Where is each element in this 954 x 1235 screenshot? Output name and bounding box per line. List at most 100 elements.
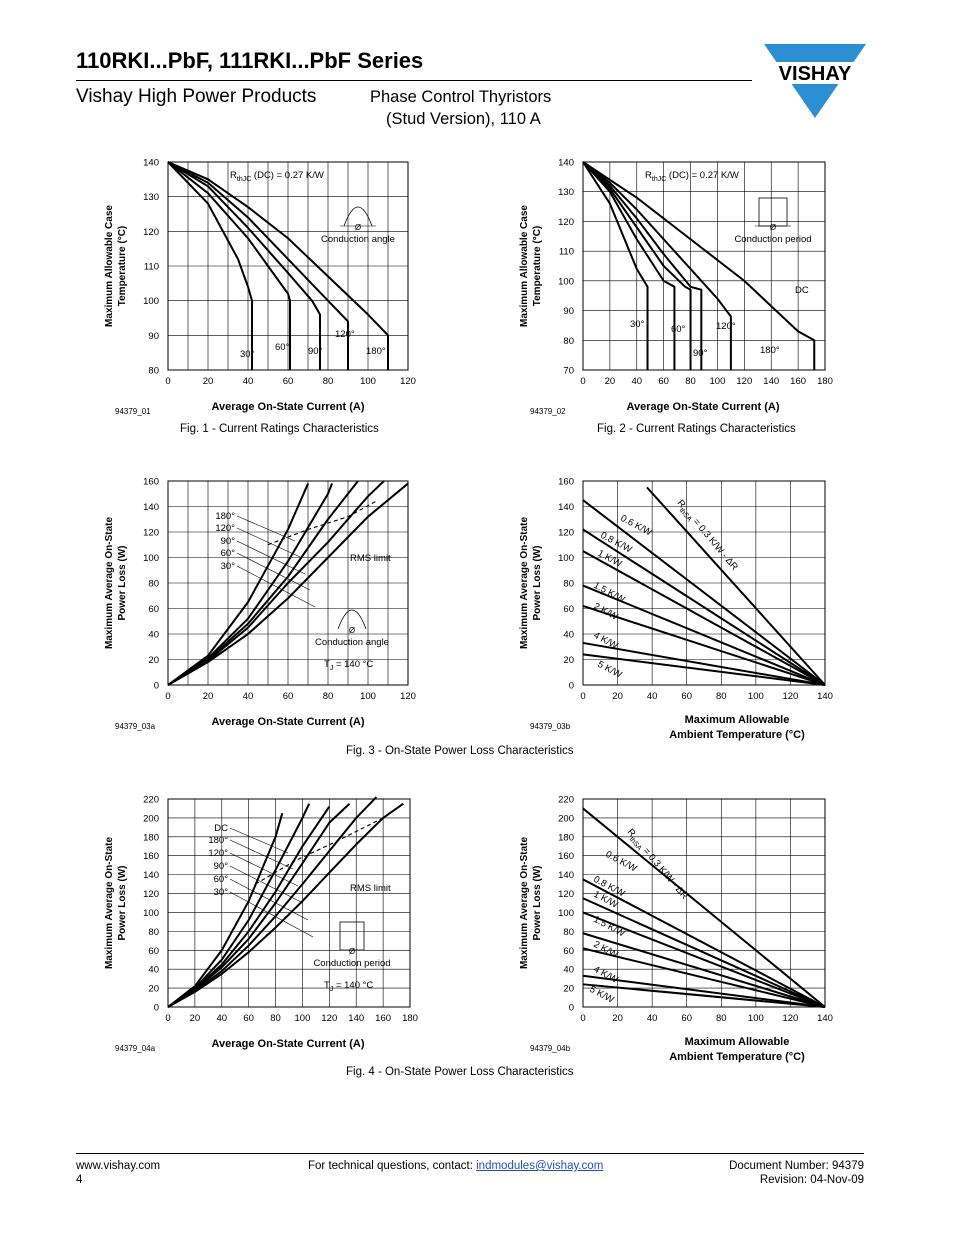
y-tick-label: 100 xyxy=(558,908,574,919)
x-tick-label: 0 xyxy=(165,1013,170,1024)
y-tick-label: 100 xyxy=(143,296,159,307)
series-label: DC xyxy=(214,823,228,834)
series-line xyxy=(582,911,826,1008)
page-number: 4 xyxy=(76,1174,83,1186)
x-tick-label: 80 xyxy=(270,1013,281,1024)
y-tick-label: 220 xyxy=(558,795,574,806)
series-line xyxy=(582,161,676,370)
series-label: DC xyxy=(795,285,809,296)
series-label: 4 K/W xyxy=(592,630,620,652)
plot-frame xyxy=(167,161,409,371)
y-tick-label: 80 xyxy=(563,336,574,347)
x-tick-label: 80 xyxy=(323,691,334,702)
series-label: 90° xyxy=(693,348,708,359)
x-axis-label: Ambient Temperature (°C) xyxy=(669,729,805,741)
y-tick-label: 80 xyxy=(148,927,159,938)
y-tick-label: 90 xyxy=(563,306,574,317)
y-tick-label: 0 xyxy=(569,681,574,692)
x-tick-label: 100 xyxy=(360,691,376,702)
x-tick-label: 100 xyxy=(295,1013,311,1024)
product-description: Phase Control Thyristors (Stud Version),… xyxy=(370,86,551,130)
series-line xyxy=(582,161,816,370)
footer-divider xyxy=(76,1153,864,1154)
conduction-label: Conduction angle xyxy=(315,637,389,648)
label-leader xyxy=(236,527,301,558)
y-axis-label: Maximum Average On-State xyxy=(519,837,530,970)
series-line xyxy=(582,974,826,1008)
y-tick-label: 20 xyxy=(148,984,159,995)
x-tick-label: 20 xyxy=(203,376,214,387)
series-label: 5 K/W xyxy=(596,659,624,681)
y-tick-label: 60 xyxy=(148,946,159,957)
y-axis-label: Maximum Average On-State xyxy=(519,517,530,650)
series-line xyxy=(582,897,826,1008)
series-line xyxy=(167,812,284,1008)
figure-code: 94379_01 xyxy=(115,407,151,416)
x-tick-label: 60 xyxy=(283,376,294,387)
plot-frame xyxy=(167,798,411,1008)
x-tick-label: 120 xyxy=(736,376,752,387)
series-line xyxy=(582,584,826,686)
x-tick-label: 140 xyxy=(817,1013,833,1024)
series-line xyxy=(582,807,826,1008)
label-leader xyxy=(229,839,294,870)
y-tick-label: 40 xyxy=(563,630,574,641)
x-tick-label: 160 xyxy=(375,1013,391,1024)
y-tick-label: 110 xyxy=(144,262,159,273)
x-tick-label: 20 xyxy=(605,376,616,387)
x-axis-label: Average On-State Current (A) xyxy=(211,401,364,413)
y-tick-label: 140 xyxy=(143,158,159,169)
y-tick-label: 0 xyxy=(154,681,159,692)
rms-limit-label: RMS limit xyxy=(350,553,391,564)
x-tick-label: 60 xyxy=(658,376,669,387)
figure-caption-2: Fig. 2 - Current Ratings Characteristics xyxy=(597,423,796,435)
x-tick-label: 160 xyxy=(790,376,806,387)
figure-code: 94379_02 xyxy=(530,407,566,416)
conduction-label: Conduction period xyxy=(313,958,390,969)
y-tick-label: 80 xyxy=(148,366,159,377)
label-leader xyxy=(229,827,289,854)
x-tick-label: 40 xyxy=(647,1013,658,1024)
y-tick-label: 120 xyxy=(143,227,159,238)
angle-symbol: Ø xyxy=(770,223,776,232)
product-line-1: Phase Control Thyristors xyxy=(370,88,552,106)
plot-frame xyxy=(582,798,826,1008)
y-tick-label: 60 xyxy=(563,946,574,957)
series-line xyxy=(582,161,732,370)
y-axis-label: Power Loss (W) xyxy=(117,865,128,940)
y-tick-label: 20 xyxy=(563,984,574,995)
y-tick-label: 120 xyxy=(558,889,574,900)
plot-frame xyxy=(582,480,826,686)
label-leader xyxy=(236,515,296,542)
series-line xyxy=(582,528,826,686)
x-tick-label: 120 xyxy=(782,691,798,702)
y-tick-label: 80 xyxy=(563,579,574,590)
x-tick-label: 0 xyxy=(165,376,170,387)
conduction-waveform-icon xyxy=(758,197,788,227)
junction-temp-label: TJ = 140 °C xyxy=(324,659,373,672)
conduction-waveform-icon xyxy=(337,609,367,630)
x-tick-label: 20 xyxy=(190,1013,201,1024)
angle-symbol: Ø xyxy=(349,626,355,635)
series-label: 60° xyxy=(221,548,236,559)
series-label: 4 K/W xyxy=(592,964,620,986)
y-tick-label: 160 xyxy=(143,477,159,488)
x-tick-label: 0 xyxy=(580,376,585,387)
series-line xyxy=(582,983,826,1008)
y-tick-label: 80 xyxy=(563,927,574,938)
contact-email-link[interactable]: indmodules@vishay.com xyxy=(476,1160,604,1172)
series-line xyxy=(582,499,826,686)
y-axis-label: Power Loss (W) xyxy=(532,865,543,940)
series-line xyxy=(167,483,309,686)
x-axis-label: Maximum Allowable xyxy=(685,1036,790,1048)
figure-caption-4: Fig. 4 - On-State Power Loss Characteris… xyxy=(346,1066,574,1078)
series-label: 90° xyxy=(308,346,323,357)
x-tick-label: 60 xyxy=(681,1013,692,1024)
chart-power-loss-ambient-b: 0 20 40 60 80 100 120 140 0 20 40 60 80 100 120 140 160 1… xyxy=(519,795,833,1064)
x-tick-label: 180 xyxy=(402,1013,418,1024)
series-label: 180° xyxy=(215,511,235,522)
chart-current-ratings-period: 0 20 40 60 80 100 120 140 160 180 70 80 90 100 110 120 1… xyxy=(519,158,833,417)
y-axis-label: Temperature (°C) xyxy=(532,226,543,307)
x-tick-label: 40 xyxy=(631,376,642,387)
x-tick-label: 40 xyxy=(243,376,254,387)
